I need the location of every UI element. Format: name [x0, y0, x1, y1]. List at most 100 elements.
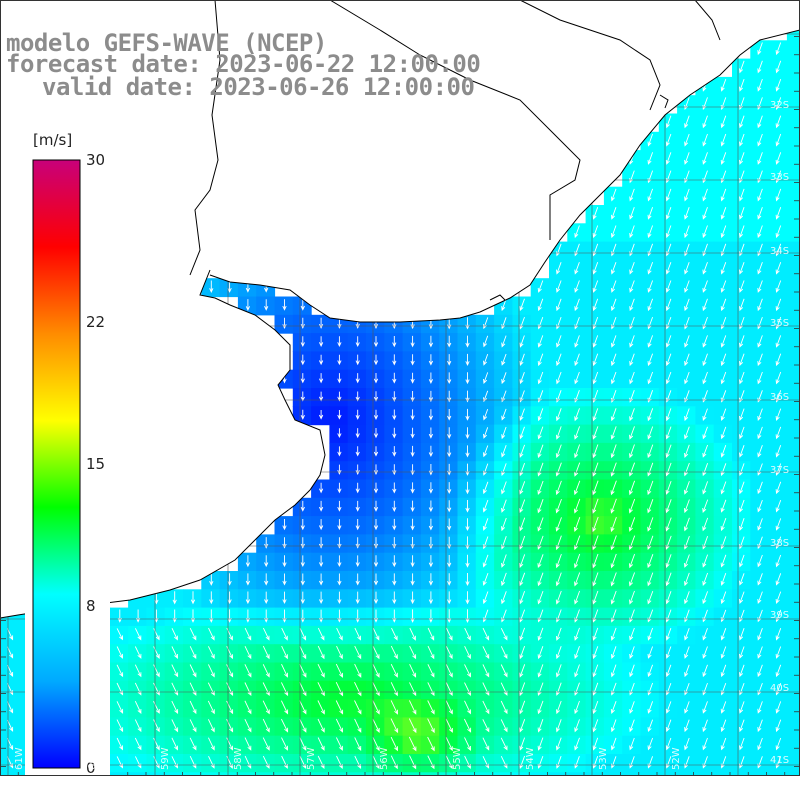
wind-cell — [109, 699, 129, 718]
wind-arrow — [665, 737, 672, 751]
wind-cell — [786, 314, 800, 334]
wind-arrow — [739, 499, 745, 513]
wind-arrow — [428, 335, 434, 348]
wind-arrow — [464, 737, 471, 751]
wind-cell — [329, 717, 349, 737]
wind-arrow — [428, 445, 434, 458]
wind-arrow — [665, 462, 672, 477]
wind-cell — [347, 406, 367, 426]
wind-arrow — [354, 700, 362, 715]
wind-cell — [384, 662, 404, 682]
wind-cell — [420, 735, 440, 755]
wind-cell — [128, 644, 147, 664]
wind-arrow — [739, 591, 745, 604]
wind-arrow — [172, 591, 177, 605]
wind-cell — [420, 424, 440, 444]
wind-arrow — [683, 554, 690, 568]
wind-arrow — [757, 499, 763, 513]
wind-arrow — [482, 445, 489, 458]
wind-speed-field — [0, 22, 800, 792]
wind-arrow — [264, 591, 269, 605]
wind-arrow — [245, 591, 251, 605]
wind-arrow — [153, 737, 160, 751]
wind-cell — [292, 735, 312, 755]
wind-arrow — [592, 553, 599, 569]
wind-cell — [292, 516, 312, 535]
wind-arrow — [335, 718, 343, 733]
wind-arrow — [373, 409, 379, 420]
wind-cell — [786, 259, 800, 279]
wind-arrow — [501, 517, 507, 532]
wind-cell — [439, 516, 459, 535]
wind-cell — [786, 699, 800, 718]
wind-arrow — [465, 353, 470, 366]
wind-cell — [402, 424, 422, 444]
wind-arrow — [264, 555, 269, 568]
wind-arrow — [647, 152, 654, 165]
wind-cell — [329, 699, 349, 718]
wind-cell — [494, 717, 513, 737]
wind-arrow — [574, 627, 580, 641]
wind-arrow — [245, 299, 251, 311]
wind-cell — [311, 314, 330, 334]
wind-cell — [183, 754, 202, 773]
wind-arrow — [555, 426, 562, 440]
wind-arrow — [392, 573, 397, 586]
latitude-label: 39S — [770, 610, 790, 621]
wind-arrow — [355, 519, 360, 531]
wind-cell — [402, 552, 422, 572]
wind-arrow — [281, 627, 288, 641]
wind-arrow — [337, 519, 342, 531]
wind-arrow — [610, 627, 617, 641]
wind-arrow — [354, 627, 361, 641]
colorbar — [32, 159, 81, 769]
wind-arrow — [592, 298, 599, 312]
wind-cell — [292, 644, 312, 664]
wind-arrow — [280, 718, 289, 733]
wind-arrow — [720, 444, 727, 458]
wind-arrow — [300, 391, 305, 402]
wind-cell — [329, 406, 349, 426]
wind-arrow — [280, 700, 289, 715]
wind-cell — [384, 351, 404, 371]
wind-arrow — [574, 262, 580, 275]
wind-arrow — [647, 207, 654, 220]
wind-arrow — [483, 372, 489, 384]
wind-arrow — [702, 628, 708, 641]
wind-cell — [219, 625, 239, 645]
wind-arrow — [501, 298, 507, 312]
wind-arrow — [373, 354, 379, 366]
wind-cell — [384, 735, 404, 755]
wind-arrow — [720, 737, 727, 751]
wind-arrow — [757, 298, 763, 312]
wind-arrow — [720, 646, 727, 659]
wind-arrow — [482, 591, 489, 605]
wind-cell — [274, 717, 294, 737]
wind-arrow — [134, 664, 142, 678]
wind-arrow — [647, 188, 654, 202]
wind-cell — [237, 754, 257, 773]
wind-cell — [439, 369, 459, 389]
longitude-label: 57W — [306, 747, 317, 770]
wind-cell — [420, 369, 440, 389]
wind-arrow — [226, 719, 234, 733]
wind-arrow — [372, 645, 380, 660]
wind-arrow — [335, 737, 343, 751]
wind-arrow — [610, 498, 617, 514]
wind-cell — [439, 552, 459, 572]
wind-arrow — [318, 573, 324, 586]
wind-arrow — [720, 499, 727, 513]
wind-cell — [439, 754, 459, 773]
wind-arrow — [318, 336, 324, 347]
wind-arrow — [392, 591, 397, 605]
wind-arrow — [720, 371, 727, 385]
coastline — [0, 29, 800, 619]
wind-cell — [384, 552, 404, 572]
wind-arrow — [428, 409, 434, 421]
wind-arrow — [447, 609, 452, 623]
wind-arrow — [447, 390, 452, 403]
wind-arrow — [337, 573, 342, 586]
wind-arrow — [281, 737, 288, 751]
wind-arrow — [519, 426, 525, 440]
wind-cell — [311, 497, 330, 517]
